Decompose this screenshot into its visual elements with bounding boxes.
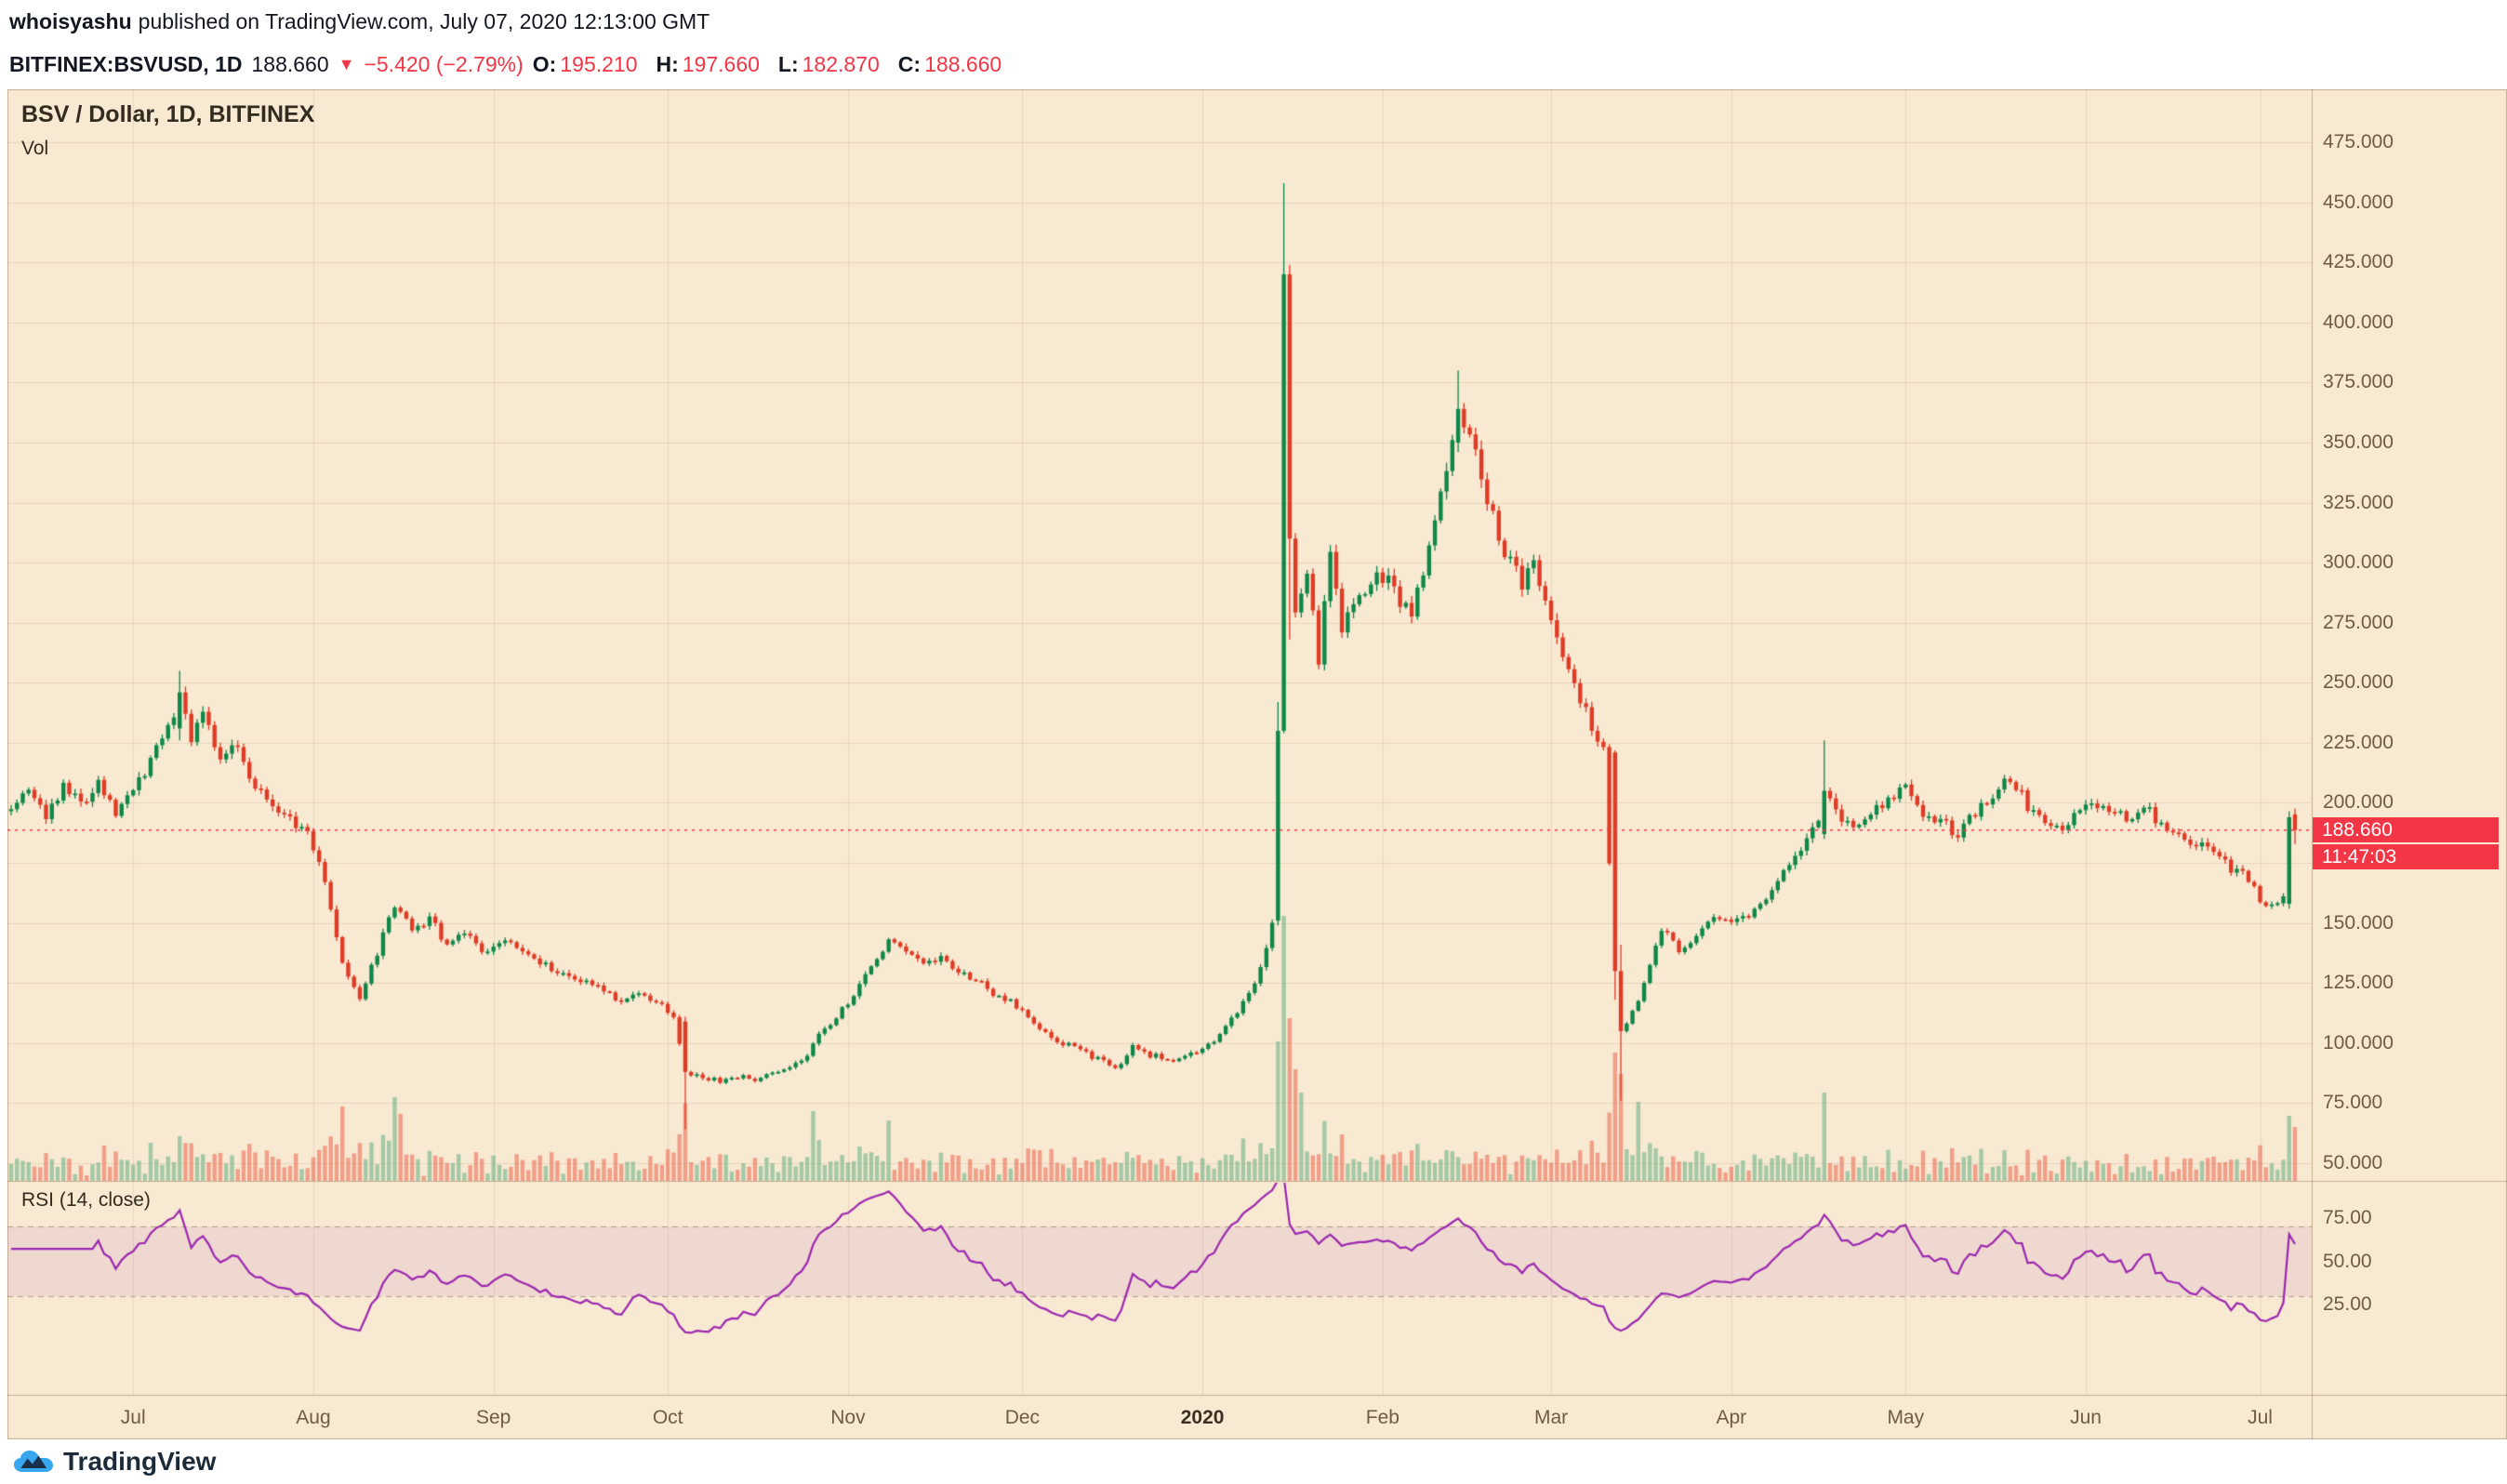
price-tick: 125.000 — [2323, 972, 2394, 994]
time-tick: Nov — [830, 1407, 866, 1428]
price-tick: 225.000 — [2323, 731, 2394, 753]
low-value: L: 182.870 — [778, 52, 889, 77]
chart-area: BSV / Dollar, 1D, BITFINEX Vol RSI (14, … — [7, 89, 2507, 1439]
high-label: H: — [656, 51, 679, 76]
publish-info: published on TradingView.com, July 07, 2… — [138, 8, 710, 33]
last-price: 188.660 — [251, 51, 329, 76]
open-price: 195.210 — [560, 51, 638, 76]
rsi-legend: RSI (14, close) — [21, 1189, 151, 1211]
last-price-label: 188.660 — [2313, 817, 2499, 843]
price-change: −5.420 (−2.79%) — [364, 51, 524, 76]
footer: TradingView — [0, 1439, 2507, 1484]
high-price: 197.660 — [682, 51, 760, 76]
price-tick: 275.000 — [2323, 611, 2394, 633]
price-tick: 400.000 — [2323, 311, 2394, 333]
symbol-info-bar: BITFINEX:BSVUSD, 1D 188.660 ▼ −5.420 (−2… — [0, 43, 2507, 86]
price-tick: 350.000 — [2323, 431, 2394, 453]
price-tick: 300.000 — [2323, 551, 2394, 574]
time-tick: May — [1887, 1407, 1925, 1428]
price-tick: 450.000 — [2323, 191, 2394, 213]
time-tick: Jul — [2248, 1407, 2273, 1428]
time-tick: Aug — [296, 1407, 331, 1428]
symbol-name: BITFINEX:BSVUSD, 1D — [9, 51, 243, 76]
open-label: O: — [532, 51, 557, 76]
rsi-tick: 75.00 — [2323, 1206, 2372, 1228]
tradingview-logo[interactable] — [13, 1449, 54, 1475]
close-value: C: 188.660 — [898, 52, 1011, 77]
close-label: C: — [897, 51, 922, 76]
time-tick: Feb — [1365, 1407, 1399, 1428]
rsi-tick: 50.00 — [2323, 1250, 2372, 1272]
time-tick: Oct — [652, 1407, 683, 1428]
open-value: O: 195.210 — [533, 52, 647, 77]
time-tick: Jul — [120, 1407, 146, 1428]
time-tick: Sep — [476, 1407, 511, 1428]
high-value: H: 197.660 — [657, 52, 769, 77]
low-label: L: — [777, 51, 799, 76]
time-tick: Apr — [1716, 1407, 1747, 1428]
price-tick: 475.000 — [2323, 131, 2394, 152]
countdown-label: 11:47:03 — [2313, 844, 2499, 870]
chart-legend-title: BSV / Dollar, 1D, BITFINEX — [21, 101, 315, 127]
author-name: whoisyashu — [9, 8, 132, 33]
price-tick: 200.000 — [2323, 791, 2394, 814]
price-tick: 425.000 — [2323, 251, 2394, 273]
low-price: 182.870 — [802, 51, 880, 76]
time-tick: 2020 — [1180, 1407, 1225, 1428]
price-chart-canvas[interactable] — [7, 89, 2507, 1439]
price-axis[interactable]: 188.660 11:47:03 475.000 450.000 425.000 40… — [2312, 89, 2507, 1439]
time-tick: Dec — [1004, 1407, 1041, 1428]
time-tick: Mar — [1533, 1407, 1569, 1428]
price-tick: 150.000 — [2323, 911, 2394, 934]
rsi-tick: 25.00 — [2323, 1293, 2372, 1316]
volume-legend: Vol — [21, 138, 49, 159]
tradingview-wordmark: TradingView — [63, 1447, 217, 1476]
close-price: 188.660 — [924, 51, 1002, 76]
publish-header: whoisyashu published on TradingView.com,… — [0, 0, 2507, 43]
time-axis[interactable]: Jul Aug Sep Oct Nov Dec 2020 Feb Mar Apr May Jun Jul — [7, 1395, 2312, 1439]
down-triangle-icon: ▼ — [338, 54, 355, 73]
price-tick: 100.000 — [2323, 1031, 2394, 1053]
price-tick: 250.000 — [2323, 671, 2394, 694]
price-tick: 375.000 — [2323, 371, 2394, 393]
price-tick: 50.000 — [2323, 1152, 2383, 1173]
price-tick: 75.000 — [2323, 1092, 2383, 1114]
price-tick: 325.000 — [2323, 491, 2394, 513]
time-tick: Jun — [2070, 1407, 2102, 1428]
